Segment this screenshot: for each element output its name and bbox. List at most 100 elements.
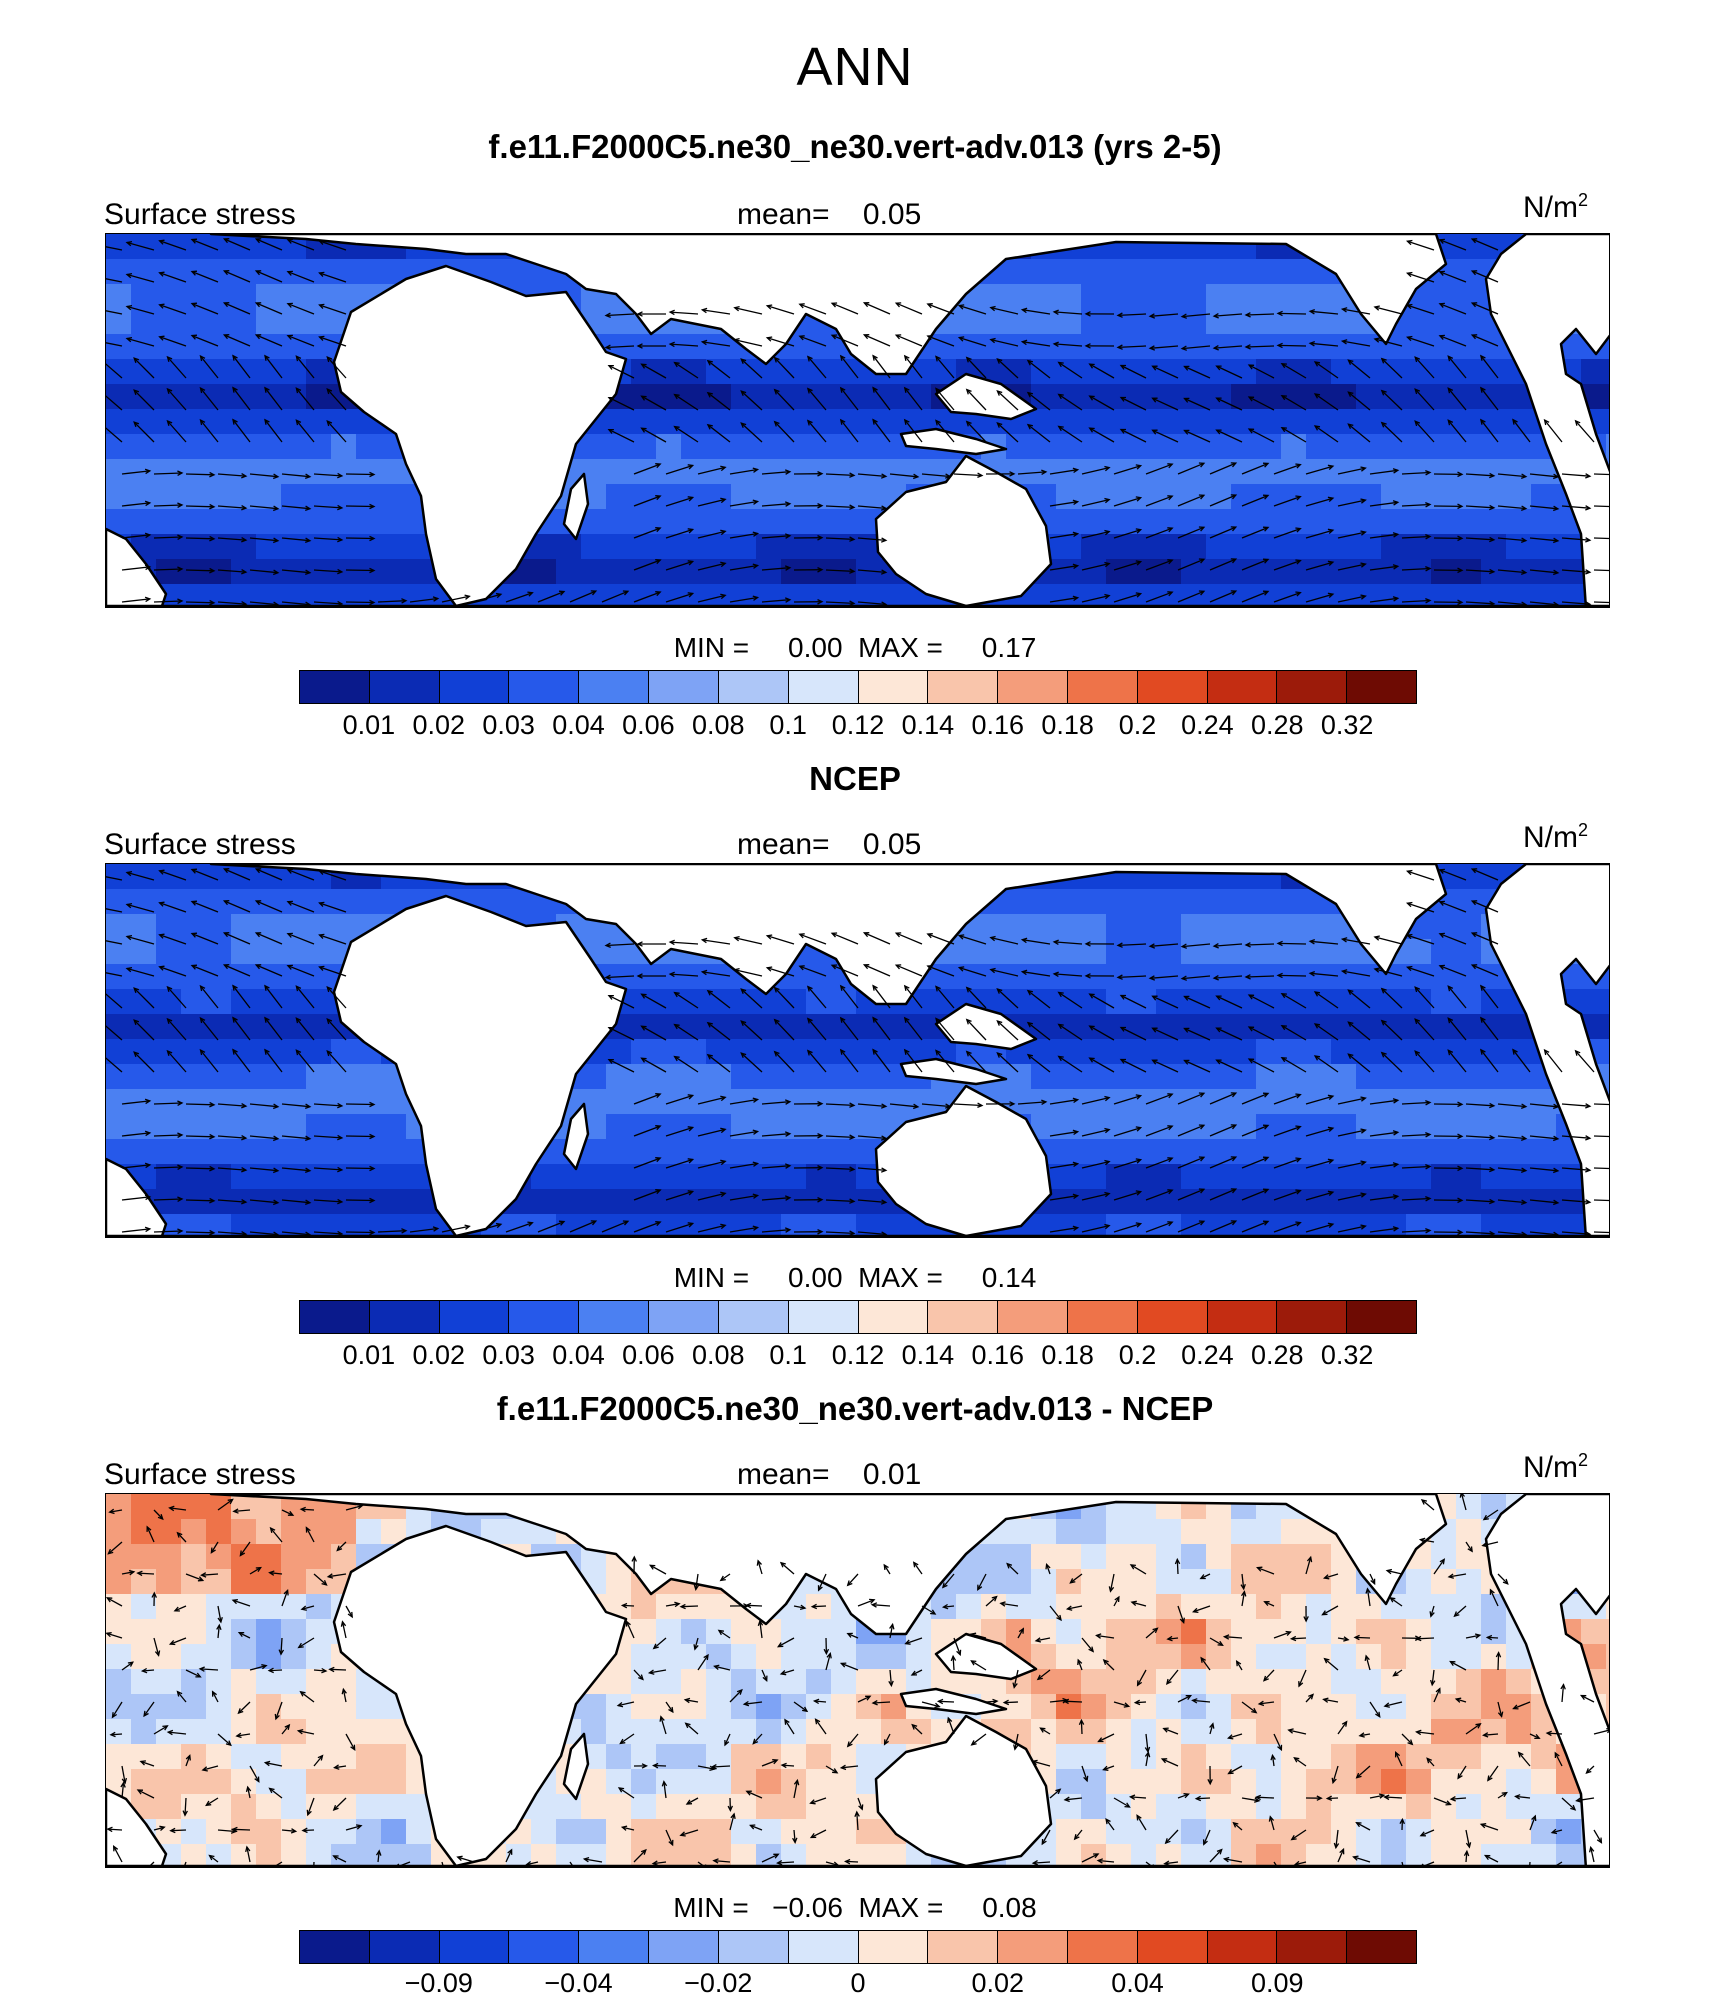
- wind-stress-vector: [857, 1199, 886, 1204]
- arrow-head: [158, 271, 165, 277]
- wind-stress-vector: [774, 987, 795, 1009]
- arrow-head: [209, 599, 216, 606]
- wind-stress-vector: [1593, 601, 1609, 604]
- wind-stress-vector: [1420, 1829, 1435, 1837]
- wind-stress-vector: [345, 537, 375, 540]
- arrow-head: [1026, 391, 1034, 398]
- arrow-head: [965, 986, 972, 993]
- arrow-head: [1057, 1055, 1064, 1062]
- arrow-head: [1263, 1601, 1270, 1607]
- colorbar-cell: [1067, 1301, 1138, 1333]
- wind-stress-vector: [1224, 1636, 1243, 1639]
- wind-stress-vector: [126, 871, 155, 881]
- arrow-head: [903, 1016, 910, 1023]
- wind-stress-vector: [569, 1861, 575, 1867]
- arrow-head: [321, 1580, 328, 1586]
- arrow-head: [222, 302, 230, 308]
- wind-stress-vector: [1497, 1167, 1526, 1172]
- arrow-head: [1295, 463, 1302, 469]
- arrow-head: [839, 1764, 847, 1771]
- wind-stress-vector: [1081, 1637, 1094, 1652]
- units-label: N/m2: [1523, 190, 1589, 224]
- wind-stress-vector: [1080, 1720, 1083, 1735]
- wind-stress-vector: [1277, 344, 1307, 347]
- arrow-head: [1355, 1772, 1362, 1779]
- wind-stress-vector: [1196, 1797, 1211, 1800]
- wind-stress-vector: [1457, 1765, 1467, 1779]
- arrow-head: [944, 473, 952, 479]
- arrow-head: [1116, 312, 1123, 318]
- wind-stress-vector: [1465, 537, 1494, 541]
- arrow-head: [205, 1800, 212, 1807]
- arrow-head: [826, 1652, 832, 1659]
- wind-stress-vector: [1273, 1221, 1301, 1233]
- arrow-head: [337, 504, 344, 511]
- arrow-head: [209, 1165, 216, 1172]
- wind-stress-vector: [1407, 336, 1435, 347]
- arrow-head: [687, 528, 695, 534]
- arrow-head: [1198, 494, 1206, 500]
- wind-stress-vector: [1269, 1816, 1275, 1831]
- wind-stress-vector: [1145, 1125, 1173, 1137]
- arrow-head: [1041, 469, 1048, 475]
- arrow-head: [1180, 313, 1188, 319]
- arrow-head: [687, 464, 695, 470]
- wind-stress-vector: [1401, 1197, 1431, 1201]
- wind-stress-vector: [889, 1103, 918, 1108]
- wind-stress-vector: [1471, 964, 1499, 977]
- wind-stress-vector: [1465, 1103, 1494, 1107]
- arrow-head: [369, 1133, 376, 1140]
- arrow-head: [724, 1739, 730, 1747]
- wind-stress-vector: [345, 1199, 375, 1202]
- arrow-head: [168, 1639, 176, 1646]
- wind-stress-vector: [1117, 943, 1147, 947]
- wind-stress-vector: [746, 1604, 763, 1607]
- wind-stress-vector: [990, 306, 1019, 315]
- wind-stress-vector: [707, 1022, 731, 1041]
- arrow-head: [693, 1584, 700, 1591]
- wind-stress-vector: [608, 1059, 635, 1073]
- arrow-head: [1167, 1157, 1174, 1163]
- wind-stress-vector: [653, 1764, 667, 1767]
- arrow-head: [232, 1048, 238, 1055]
- arrow-head: [326, 1049, 333, 1057]
- arrow-head: [1295, 1157, 1302, 1163]
- wind-stress-vector: [605, 975, 635, 979]
- wind-stress-vector: [694, 1637, 699, 1650]
- arrow-head: [300, 1605, 307, 1611]
- arrow-head: [651, 1860, 659, 1866]
- wind-stress-vector: [1214, 943, 1243, 947]
- arrow-head: [299, 1690, 306, 1697]
- wind-stress-vector: [1177, 1793, 1189, 1799]
- wind-stress-vector: [159, 240, 187, 251]
- wind-stress-vector: [857, 1167, 886, 1172]
- colorbar-cell: [649, 1931, 719, 1963]
- arrow-head: [296, 1728, 304, 1735]
- arrow-head: [1482, 1514, 1489, 1521]
- wind-stress-vector: [281, 473, 310, 478]
- arrow-head: [862, 334, 870, 340]
- wind-stress-vector: [697, 1224, 726, 1233]
- arrow-head: [752, 531, 760, 537]
- wind-stress-vector: [1113, 1095, 1141, 1105]
- arrow-head: [133, 1019, 140, 1026]
- wind-stress-vector: [1273, 559, 1301, 571]
- wind-stress-vector: [953, 1637, 961, 1655]
- wind-stress-vector: [1337, 499, 1366, 507]
- wind-stress-vector: [729, 1194, 758, 1201]
- arrow-head: [1418, 1537, 1426, 1544]
- arrow-head: [190, 932, 198, 938]
- wind-stress-vector: [1439, 271, 1467, 283]
- wind-stress-vector: [1145, 1733, 1149, 1752]
- wind-stress-vector: [159, 304, 187, 315]
- arrow-head: [272, 1231, 280, 1237]
- arrow-head: [1198, 1156, 1206, 1162]
- wind-stress-vector: [1310, 972, 1339, 977]
- arrow-head: [318, 901, 325, 907]
- arrow-head: [773, 420, 780, 427]
- arrow-head: [817, 503, 824, 509]
- arrow-head: [337, 1166, 344, 1173]
- wind-stress-vector: [872, 387, 891, 411]
- wind-stress-vector: [1369, 1573, 1376, 1584]
- panel-title: f.e11.F2000C5.ne30_ne30.vert-adv.013 - N…: [496, 1390, 1214, 1427]
